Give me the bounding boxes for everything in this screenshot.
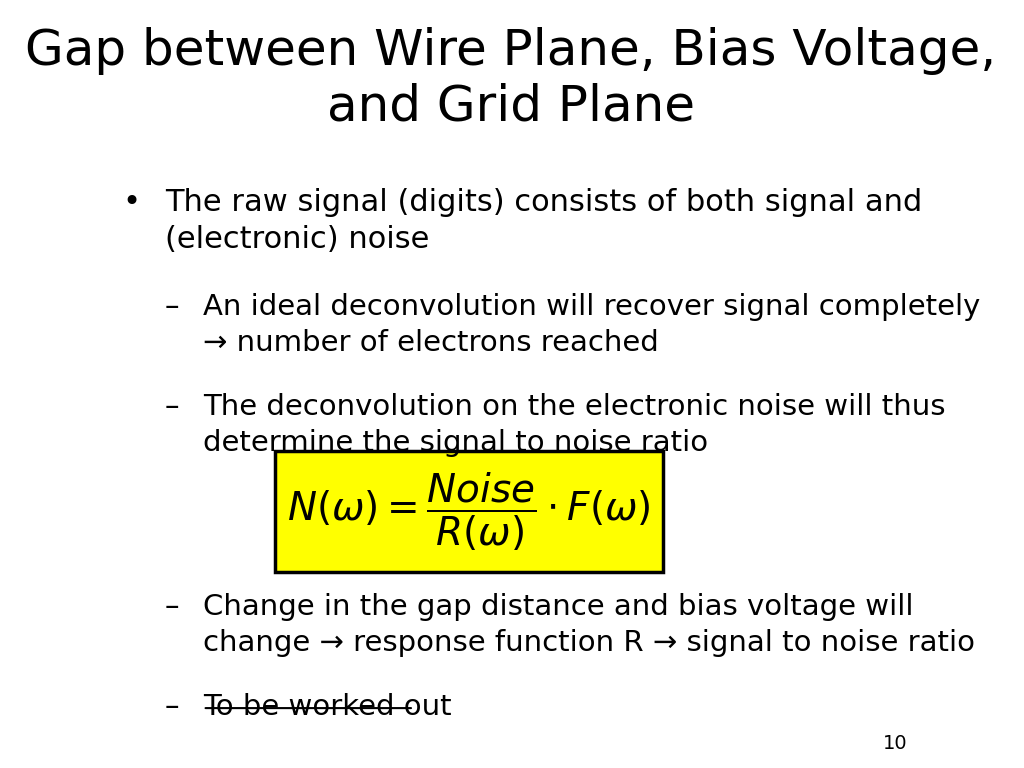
Text: •: • [123, 188, 140, 217]
Text: –: – [165, 693, 179, 720]
Text: An ideal deconvolution will recover signal completely
→ number of electrons reac: An ideal deconvolution will recover sign… [203, 293, 980, 357]
Text: The raw signal (digits) consists of both signal and
(electronic) noise: The raw signal (digits) consists of both… [165, 188, 922, 254]
Text: –: – [165, 293, 179, 321]
Text: The deconvolution on the electronic noise will thus
determine the signal to nois: The deconvolution on the electronic nois… [203, 393, 945, 457]
Text: $N(\omega) = \dfrac{\mathit{Noise}}{R(\omega)} \cdot F(\omega)$: $N(\omega) = \dfrac{\mathit{Noise}}{R(\o… [287, 471, 650, 552]
Text: –: – [165, 593, 179, 621]
Text: 10: 10 [883, 733, 907, 753]
Text: Change in the gap distance and bias voltage will
change → response function R → : Change in the gap distance and bias volt… [203, 593, 975, 657]
FancyBboxPatch shape [274, 451, 663, 572]
Text: To be worked out: To be worked out [203, 693, 452, 720]
Text: –: – [165, 393, 179, 421]
Text: Gap between Wire Plane, Bias Voltage,
and Grid Plane: Gap between Wire Plane, Bias Voltage, an… [26, 27, 996, 131]
